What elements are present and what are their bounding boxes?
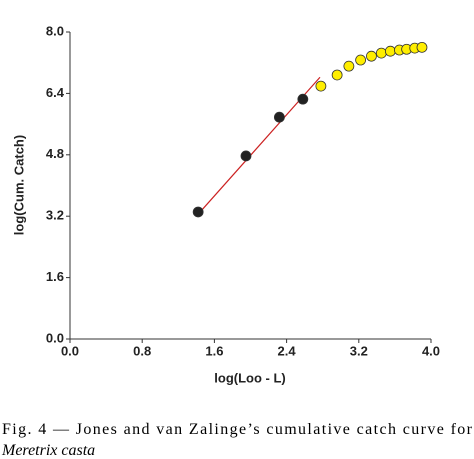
data-point <box>384 45 396 57</box>
x-tick-label: 0.8 <box>133 343 151 358</box>
caption: Fig. 4 — Jones and van Zalinge’s cumulat… <box>2 421 473 438</box>
data-point <box>297 93 309 105</box>
x-tick-label: 2.4 <box>278 343 297 358</box>
x-tick-label: 3.2 <box>350 343 368 358</box>
data-point <box>355 54 367 66</box>
data-point <box>192 206 204 218</box>
data-point <box>416 41 428 53</box>
x-tick-label: 1.6 <box>205 343 223 358</box>
data-point <box>375 47 387 59</box>
x-tick-label: 0.0 <box>61 343 79 358</box>
data-point <box>331 69 343 81</box>
y-tick-label: 6.4 <box>46 85 65 100</box>
y-tick-label: 1.6 <box>46 269 64 284</box>
data-point <box>343 60 355 72</box>
data-point <box>315 80 327 92</box>
y-tick-label: 4.8 <box>46 146 64 161</box>
y-axis-title: log(Cum. Catch) <box>11 135 26 235</box>
x-tick-label: 4.0 <box>422 343 440 358</box>
data-point <box>366 50 377 62</box>
caption-species: Meretrix casta <box>1 442 95 459</box>
y-tick-label: 3.2 <box>46 208 64 223</box>
data-point <box>240 150 252 162</box>
y-tick-label: 8.0 <box>46 23 64 38</box>
data-point <box>273 111 285 123</box>
y-tick-label: 0.0 <box>46 330 64 345</box>
x-axis-title: log(Loo - L) <box>214 370 285 385</box>
